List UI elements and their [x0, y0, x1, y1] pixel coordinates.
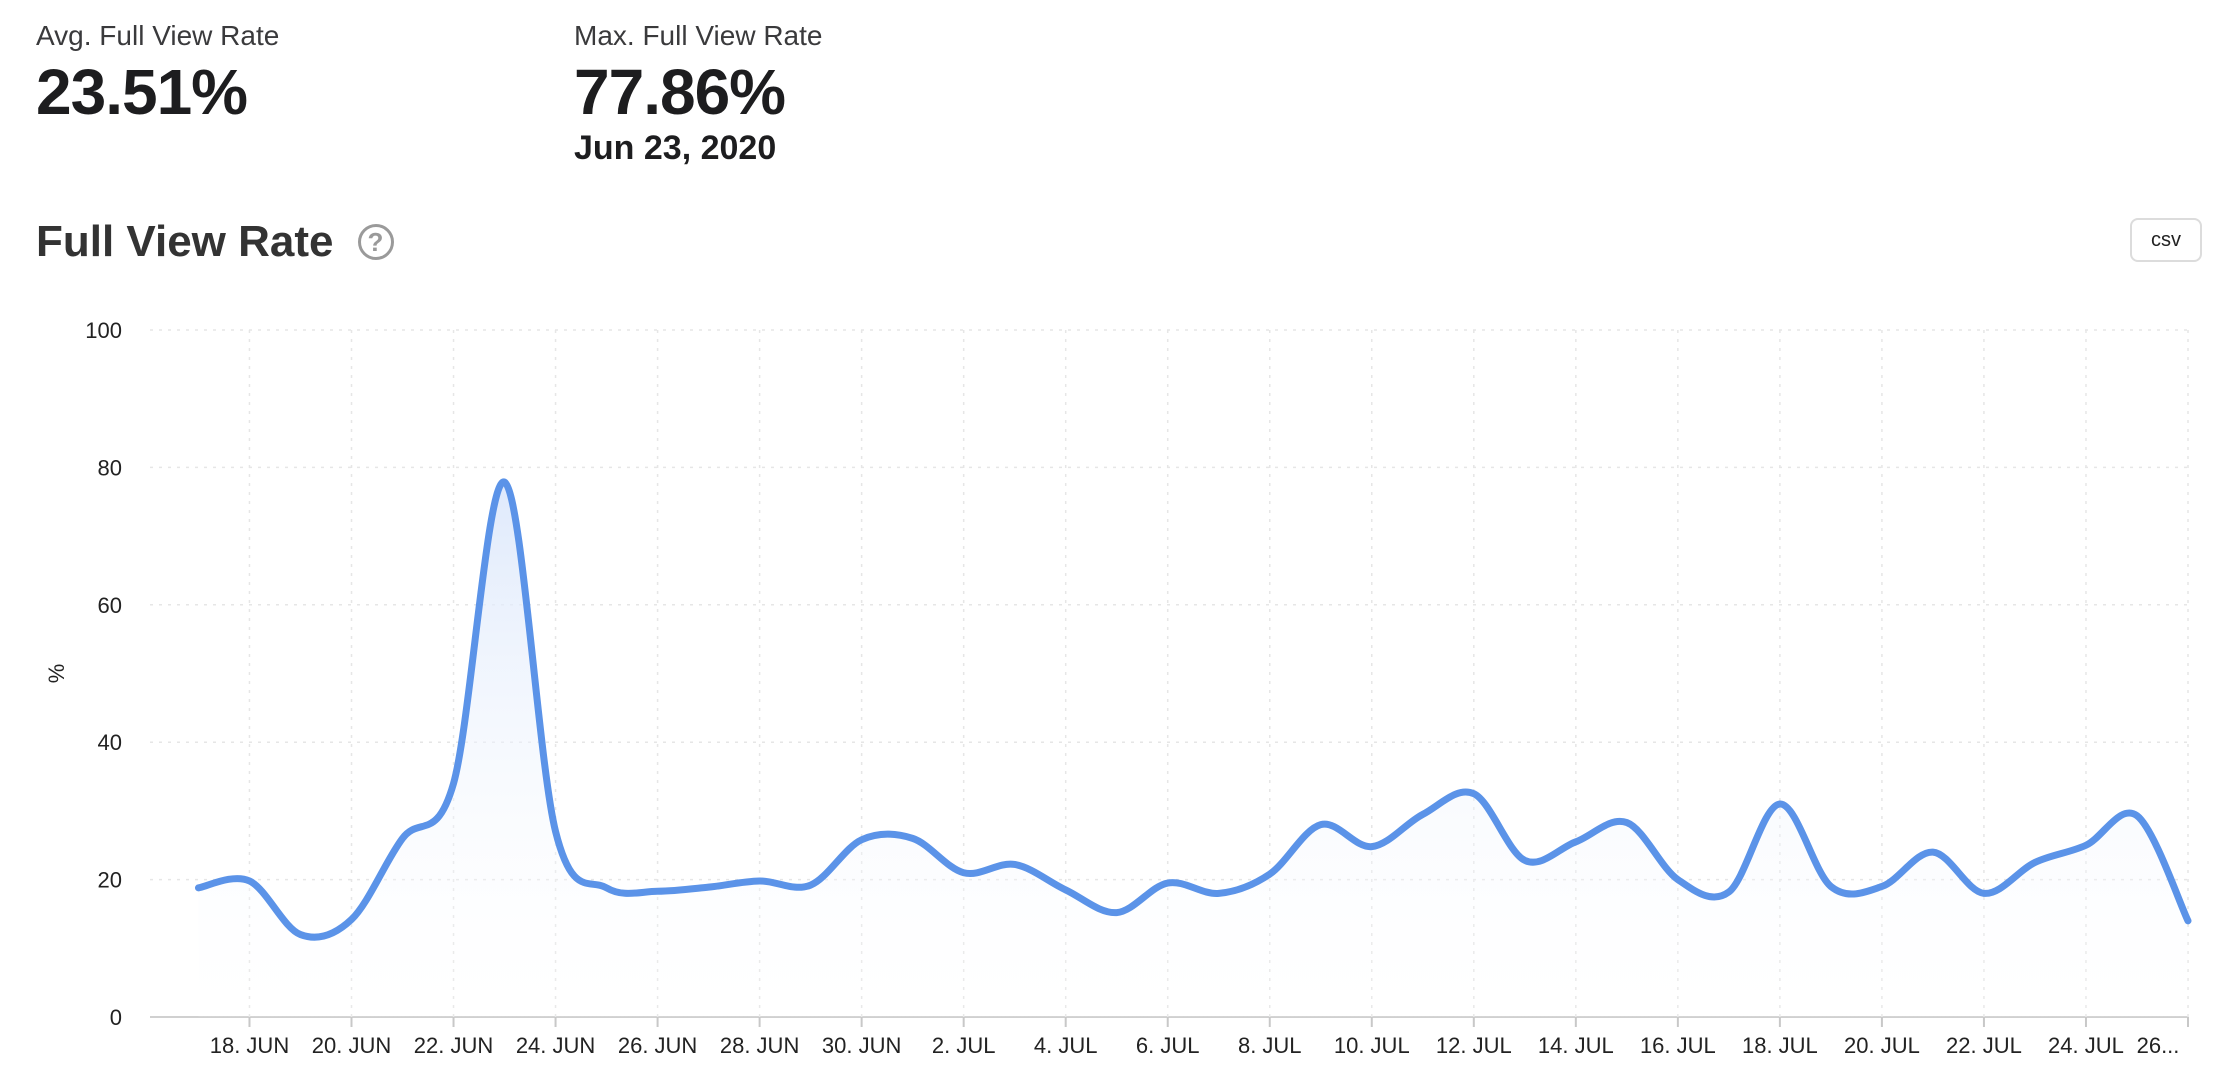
x-tick-label: 18. JUN [210, 1033, 289, 1058]
data-point-2020-06-23 [502, 479, 508, 485]
x-tick-label: 2. JUL [932, 1033, 996, 1058]
x-tick-label: 18. JUL [1742, 1033, 1818, 1058]
data-point-2020-07-15 [1624, 820, 1630, 826]
y-axis-label: % [44, 664, 69, 684]
y-tick-label: 100 [85, 318, 122, 343]
x-tick-label: 24. JUN [516, 1033, 595, 1058]
data-point-2020-07-03 [1012, 861, 1018, 867]
chart-header: Full View Rate ? [36, 212, 394, 272]
csv-button[interactable]: csv [2130, 218, 2202, 262]
data-point-2020-07-23 [2032, 859, 2038, 865]
data-point-2020-07-24 [2083, 842, 2089, 848]
y-tick-label: 20 [98, 868, 122, 893]
data-point-2020-07-17 [1726, 889, 1732, 895]
y-tick-label: 40 [98, 730, 122, 755]
stat-avg: Avg. Full View Rate 23.51% [36, 18, 279, 130]
x-tick-label: 10. JUL [1334, 1033, 1410, 1058]
x-tick-label: 4. JUL [1034, 1033, 1098, 1058]
x-tick-label: 20. JUN [312, 1033, 391, 1058]
x-tick-label: 30. JUN [822, 1033, 901, 1058]
x-tick-label: 8. JUL [1238, 1033, 1302, 1058]
data-point-2020-07-20 [1879, 883, 1885, 889]
data-point-2020-07-05 [1114, 910, 1120, 916]
data-point-2020-06-19 [297, 932, 303, 938]
data-point-2020-07-08 [1267, 871, 1273, 877]
x-tick-label: 22. JUN [414, 1033, 493, 1058]
x-tick-label: 14. JUL [1538, 1033, 1614, 1058]
data-point-2020-06-21 [400, 835, 406, 841]
x-tick-label: 22. JUL [1946, 1033, 2022, 1058]
y-tick-label: 80 [98, 455, 122, 480]
data-point-2020-06-30 [859, 837, 865, 843]
stat-avg-label: Avg. Full View Rate [36, 20, 280, 51]
data-point-2020-06-26 [655, 888, 661, 894]
x-tick-label: 26. JUN [618, 1033, 697, 1058]
stat-max-label: Max. Full View Rate [574, 20, 823, 51]
data-point-2020-07-01 [910, 835, 916, 841]
data-point-2020-06-17 [195, 885, 201, 891]
data-point-2020-07-18 [1777, 801, 1783, 807]
data-point-2020-07-16 [1675, 877, 1681, 883]
data-point-2020-07-21 [1930, 849, 1936, 855]
data-point-2020-06-25 [604, 885, 610, 891]
x-tick-label: 20. JUL [1844, 1033, 1920, 1058]
x-tick-label: 24. JUL [2048, 1033, 2124, 1058]
y-axis: 0 20 40 60 80 100 [85, 318, 122, 1030]
data-point-2020-06-29 [808, 882, 814, 888]
data-point-2020-06-22 [451, 780, 457, 786]
data-point-2020-06-18 [246, 878, 252, 884]
data-point-2020-07-04 [1063, 887, 1069, 893]
data-point-2020-07-13 [1522, 857, 1528, 863]
data-point-2020-06-27 [706, 884, 712, 890]
data-point-2020-06-20 [349, 916, 355, 922]
data-point-2020-07-26 [2185, 918, 2191, 924]
x-tick-label: 26... [2137, 1033, 2180, 1058]
data-point-2020-07-12 [1471, 791, 1477, 797]
series-line[interactable] [194, 478, 2192, 941]
x-tick-label: 6. JUL [1136, 1033, 1200, 1058]
data-point-2020-06-28 [757, 878, 763, 884]
chart-title: Full View Rate [36, 217, 334, 266]
data-point-2020-07-06 [1165, 880, 1171, 886]
stat-max: Max. Full View Rate 77.86% Jun 23, 2020 [574, 18, 822, 168]
data-point-2020-07-25 [2134, 813, 2140, 819]
data-point-2020-07-19 [1828, 883, 1834, 889]
stat-max-value: 77.86% [574, 56, 786, 128]
x-tick-label: 16. JUL [1640, 1033, 1716, 1058]
x-tick-label: 12. JUL [1436, 1033, 1512, 1058]
data-point-2020-06-24 [553, 829, 559, 835]
help-icon[interactable]: ? [357, 224, 394, 260]
full-view-rate-chart: 0 20 40 60 80 100 18. JUN 20. JUN 22. JUN 24. JU… [44, 318, 2192, 1058]
y-tick-label: 60 [98, 593, 122, 618]
data-point-2020-07-02 [961, 870, 967, 876]
data-point-2020-07-10 [1369, 844, 1375, 850]
data-point-2020-07-09 [1318, 822, 1324, 828]
stat-max-date: Jun 23, 2020 [574, 129, 777, 167]
data-point-2020-07-11 [1420, 811, 1426, 817]
x-tick-label: 28. JUN [720, 1033, 799, 1058]
data-point-2020-07-07 [1216, 890, 1222, 896]
series-area [198, 481, 2188, 1017]
data-point-2020-07-22 [1981, 890, 1987, 896]
y-tick-label: 0 [110, 1005, 122, 1030]
stat-avg-value: 23.51% [36, 56, 248, 128]
data-point-2020-07-14 [1573, 839, 1579, 845]
x-axis: 18. JUN 20. JUN 22. JUN 24. JUN 26. JUN 28. J… [210, 1017, 2189, 1058]
